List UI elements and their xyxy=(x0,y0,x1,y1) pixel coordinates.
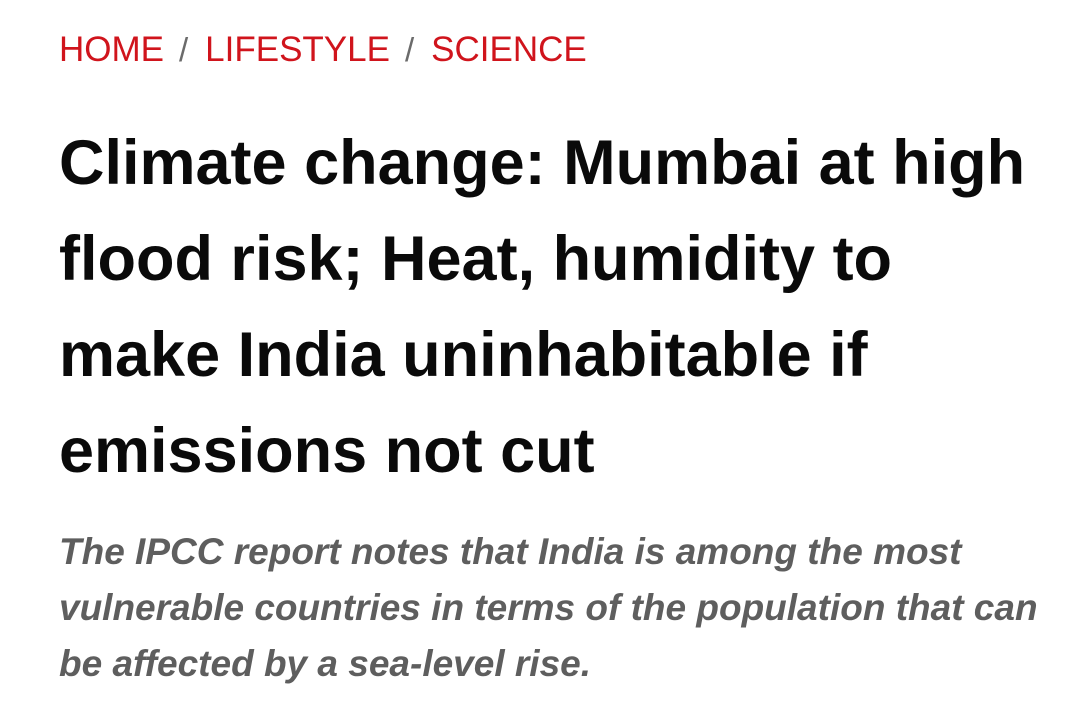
breadcrumb-home-link[interactable]: HOME xyxy=(59,30,164,69)
breadcrumb-separator: / xyxy=(179,31,189,68)
breadcrumb: HOME / LIFESTYLE / SCIENCE xyxy=(59,29,587,71)
breadcrumb-science-link[interactable]: SCIENCE xyxy=(431,30,587,69)
article-summary: The IPCC report notes that India is amon… xyxy=(59,531,1038,684)
article-headline: Climate change: Mumbai at high flood ris… xyxy=(59,128,1026,486)
breadcrumb-lifestyle-link[interactable]: LIFESTYLE xyxy=(205,30,390,69)
breadcrumb-separator: / xyxy=(404,31,415,68)
